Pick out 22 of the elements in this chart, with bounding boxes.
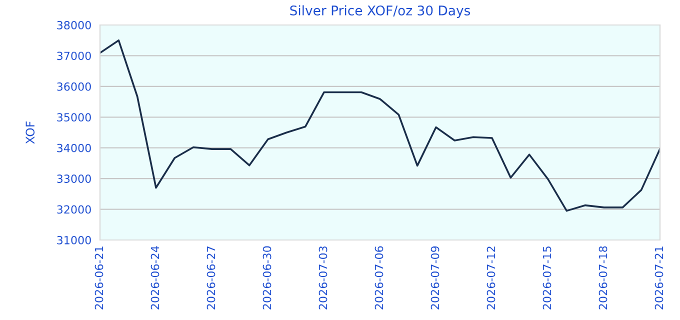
x-tick-label: 2026-06-27 <box>206 246 216 310</box>
y-tick-label: 35000 <box>57 113 91 122</box>
y-axis-title: XOF <box>26 121 35 144</box>
y-tick-label: 34000 <box>57 144 91 152</box>
x-tick-label: 2026-06-21 <box>94 246 104 310</box>
y-tick-label: 36000 <box>57 82 91 91</box>
y-tick-label: 38000 <box>57 20 91 30</box>
x-tick-label: 2026-07-03 <box>318 246 328 310</box>
line-series <box>100 39 660 212</box>
x-tick-label: 2026-07-06 <box>374 246 384 310</box>
x-tick-label: 2026-07-18 <box>598 246 608 310</box>
x-tick-label: 2026-07-15 <box>542 246 552 310</box>
chart-title: Silver Price XOF/oz 30 Days <box>290 5 470 18</box>
x-tick-label: 2026-06-24 <box>150 246 160 310</box>
x-tick-label: 2026-07-21 <box>654 246 664 310</box>
x-tick-label: 2026-07-12 <box>486 246 496 310</box>
y-tick-label: 33000 <box>57 174 91 183</box>
y-tick-label: 32000 <box>57 205 91 214</box>
y-tick-label: 31000 <box>57 236 91 244</box>
y-tick-label: 37000 <box>57 52 91 60</box>
x-tick-label: 2026-07-09 <box>430 246 440 310</box>
x-tick-label: 2026-06-30 <box>262 246 272 310</box>
